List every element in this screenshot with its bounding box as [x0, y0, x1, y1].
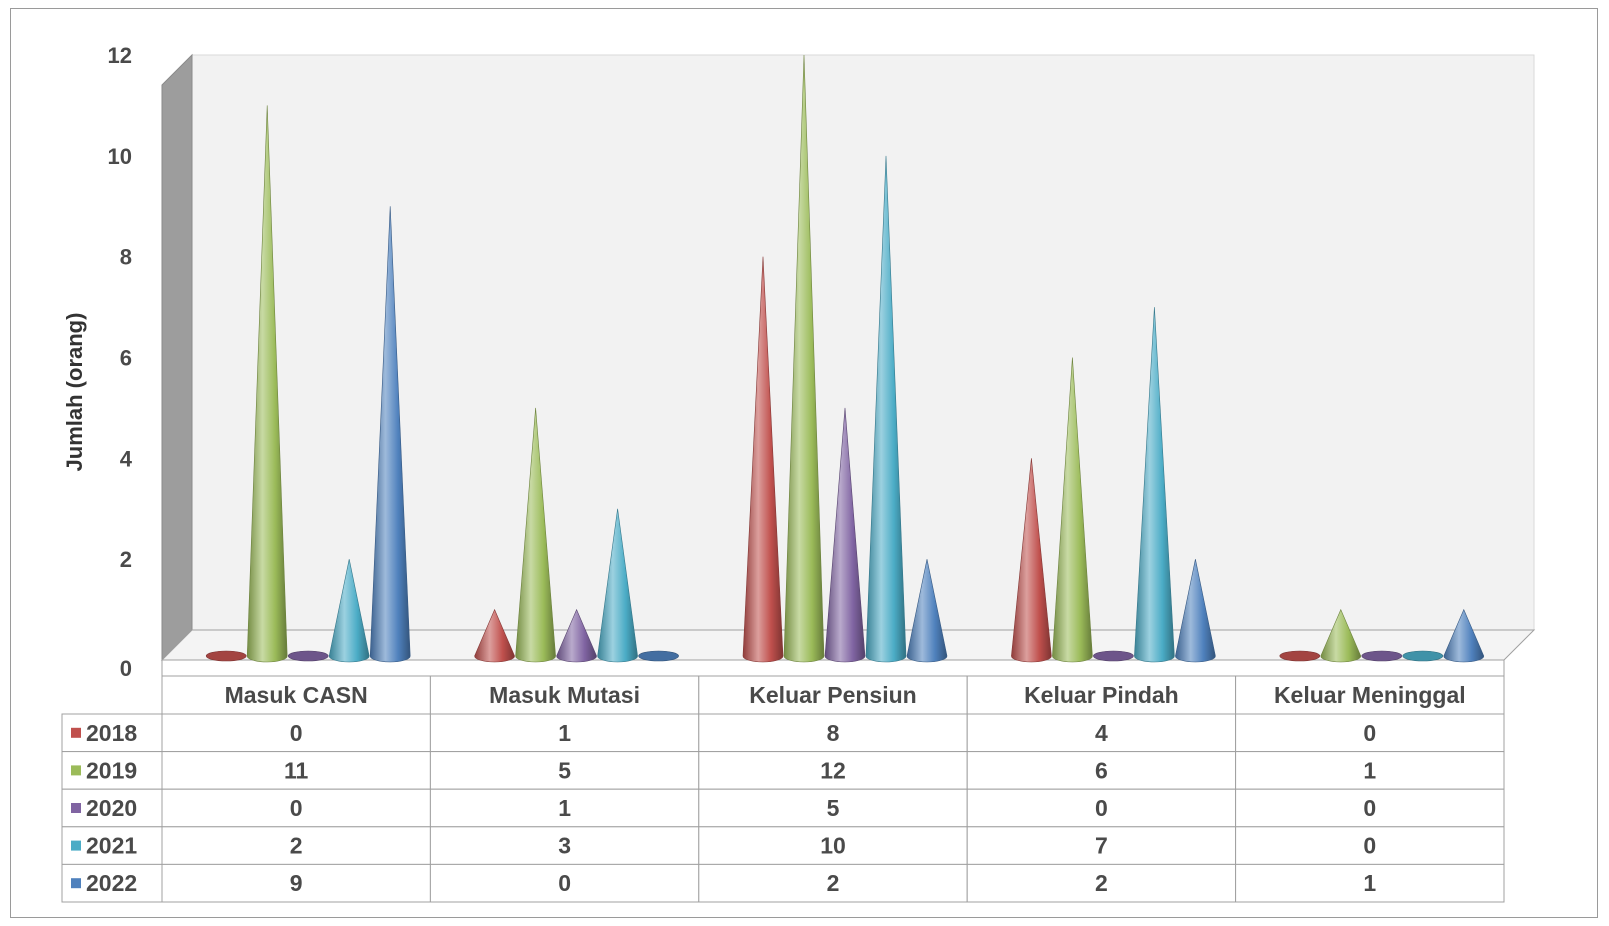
category-label: Keluar Meninggal: [1274, 682, 1466, 708]
category-label: Keluar Pensiun: [749, 682, 916, 708]
cone-2021-4: [1402, 650, 1444, 662]
back-wall: [191, 54, 1535, 631]
cone-2021-1: [597, 508, 638, 663]
y-tick-label: 12: [108, 43, 132, 68]
y-tick-label: 10: [108, 144, 132, 169]
chart-walls: [160, 53, 1536, 677]
cone-2020-2: [824, 407, 866, 663]
cone-2022-1: [638, 650, 679, 662]
cone-2018-2: [742, 256, 784, 663]
legend-key: [71, 803, 81, 813]
table-cell-value: 1: [1363, 757, 1376, 783]
table-cell-value: 1: [558, 720, 571, 746]
y-tick-label: 2: [120, 547, 132, 572]
table-cell-value: 2: [1095, 870, 1108, 896]
table-cell-value: 1: [558, 795, 571, 821]
table-cell-value: 8: [827, 720, 840, 746]
y-tick-label: 0: [120, 656, 132, 681]
legend-label: 2021: [86, 833, 137, 859]
cone-2021-3: [1134, 307, 1175, 663]
legend-label: 2019: [86, 757, 137, 783]
cone-2018-1: [474, 608, 515, 663]
table-cell-value: 0: [1363, 720, 1376, 746]
y-tick-label: 6: [120, 346, 132, 371]
legend-key: [71, 765, 81, 776]
chart-frame: [10, 8, 1598, 918]
category-label: Keluar Pindah: [1024, 682, 1179, 708]
floor-edge: [161, 659, 1505, 677]
table-cell-value: 1: [1363, 870, 1376, 896]
legend-label: 2022: [86, 870, 137, 896]
table-cell-value: 2: [827, 870, 840, 896]
y-axis-title: Jumlah (orang): [62, 313, 87, 472]
cone-2019-4: [1320, 608, 1362, 663]
y-tick-label: 4: [120, 446, 133, 471]
legend-label: 2018: [86, 720, 137, 746]
table-cell-value: 0: [290, 795, 303, 821]
table-cell-value: 10: [820, 833, 846, 859]
legend-label: 2020: [86, 795, 137, 821]
cone-2018-3: [1011, 458, 1052, 663]
legend-key: [71, 727, 81, 738]
cone-2019-1: [515, 407, 556, 663]
chart-cones: [205, 54, 1485, 663]
table-cell-value: 4: [1095, 720, 1108, 746]
table-cell-value: 7: [1095, 833, 1108, 859]
table-cell-value: 11: [284, 757, 309, 783]
cone-2020-4: [1361, 650, 1403, 662]
cone-2022-3: [1175, 559, 1216, 663]
cone-2022-4: [1443, 608, 1485, 663]
table-cell-value: 6: [1095, 757, 1108, 783]
table-cell-value: 0: [1363, 833, 1376, 859]
legend-key: [71, 840, 81, 851]
table-cell-value: 0: [1095, 795, 1108, 821]
table-cell-value: 2: [290, 833, 303, 859]
table-cell-value: 0: [1363, 795, 1376, 821]
cone-2022-0: [369, 206, 411, 663]
table-cell-value: 9: [290, 870, 303, 896]
table-cell-value: 3: [558, 833, 571, 859]
table-cell-value: 12: [820, 757, 846, 783]
cone-2021-0: [328, 559, 370, 663]
cone-2020-0: [287, 650, 329, 662]
table-cell-value: 0: [558, 870, 571, 896]
category-label: Masuk CASN: [225, 682, 368, 708]
cone-2020-3: [1093, 650, 1134, 662]
cone-2022-2: [906, 559, 948, 663]
cone-2019-0: [246, 105, 288, 663]
table-cell-value: 5: [558, 757, 571, 783]
table-cell-value: 0: [290, 720, 303, 746]
cone-2021-2: [865, 155, 907, 663]
cone-2018-0: [205, 650, 247, 662]
y-tick-label: 8: [120, 245, 132, 270]
cone-2020-1: [556, 608, 597, 663]
legend-key: [71, 878, 81, 889]
data-table: Masuk CASN Masuk Mutasi Keluar Pensiun Kelu…: [61, 675, 1505, 903]
category-label: Masuk Mutasi: [489, 682, 640, 708]
cone-2019-3: [1052, 357, 1093, 663]
side-wall: [161, 53, 193, 662]
cone-2018-4: [1279, 650, 1321, 662]
table-cell-value: 5: [827, 795, 840, 821]
cone-2019-2: [783, 54, 825, 663]
y-axis-ticks: 0 2 4 6 8 10 12: [108, 43, 133, 681]
